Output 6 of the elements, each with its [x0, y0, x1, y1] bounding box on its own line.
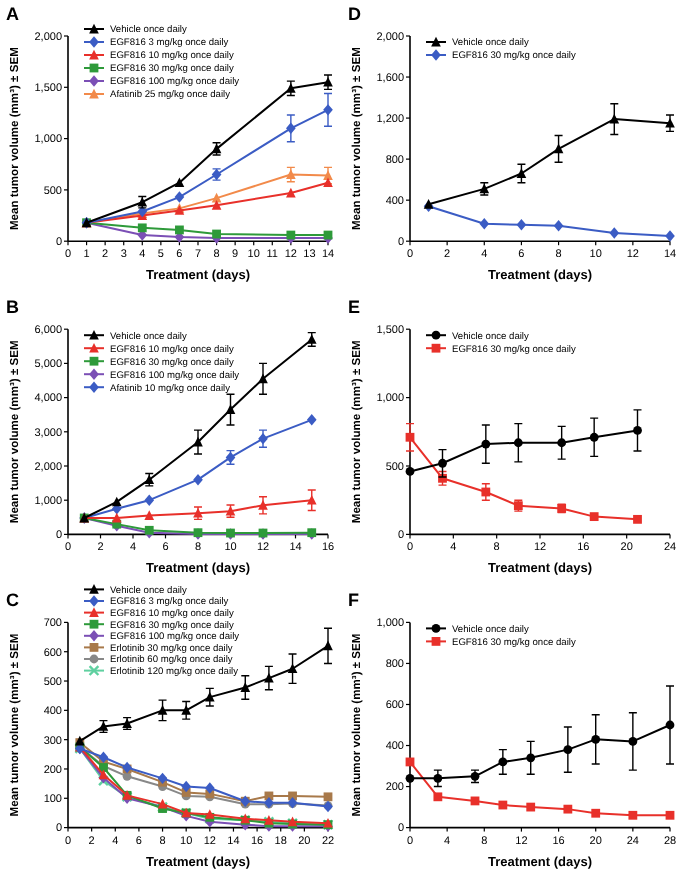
chart-title: B [6, 297, 20, 318]
chart-title: A [6, 4, 20, 24]
chart-title: C [6, 590, 20, 611]
chart-title: E [348, 297, 361, 318]
chart-title: F [348, 590, 360, 611]
chart-title: D [348, 4, 362, 24]
